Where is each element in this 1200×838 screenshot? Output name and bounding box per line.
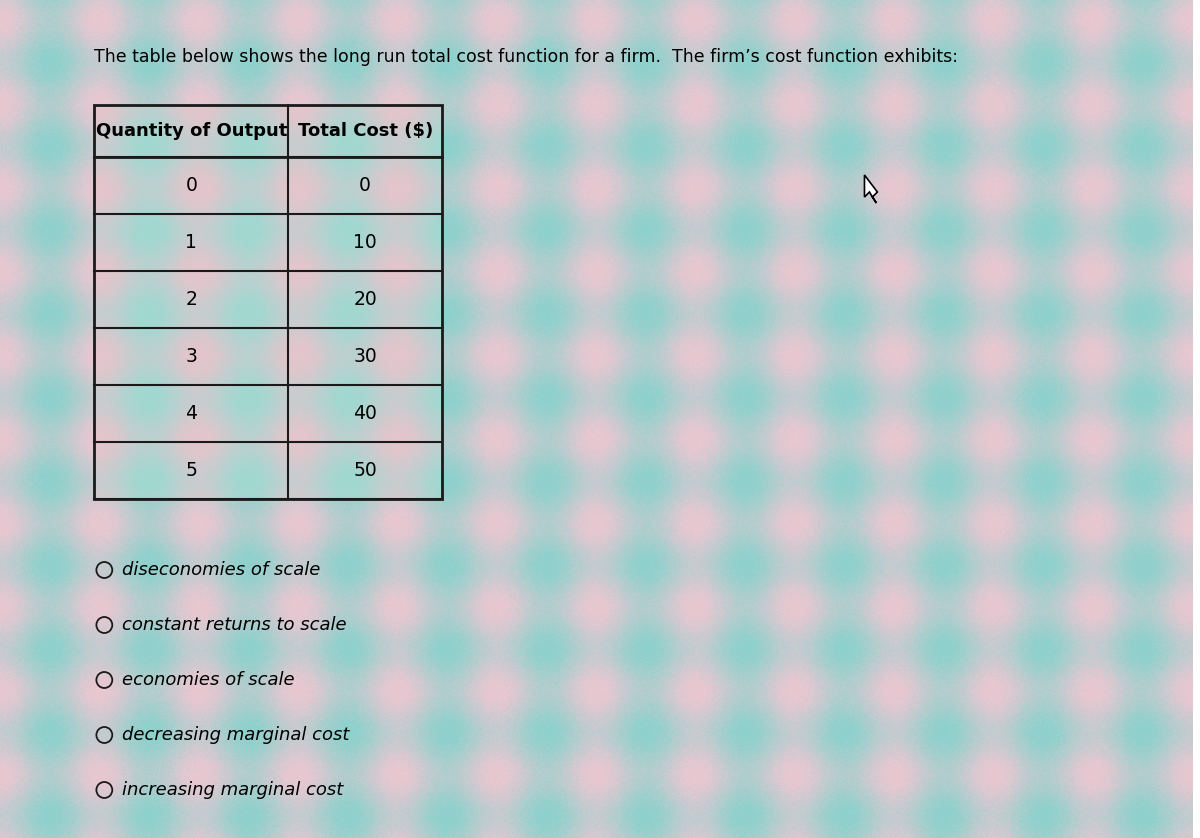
Text: 5: 5 — [185, 461, 197, 480]
Bar — [95, 105, 442, 499]
Text: 0: 0 — [359, 176, 371, 195]
Text: 3: 3 — [185, 347, 197, 366]
Text: Quantity of Output: Quantity of Output — [96, 122, 287, 140]
Text: decreasing marginal cost: decreasing marginal cost — [122, 726, 349, 744]
Polygon shape — [864, 175, 877, 203]
Text: 50: 50 — [353, 461, 377, 480]
Text: 40: 40 — [353, 404, 377, 423]
Text: 2: 2 — [185, 290, 197, 309]
Text: Total Cost ($): Total Cost ($) — [298, 122, 433, 140]
Text: 4: 4 — [185, 404, 197, 423]
Text: diseconomies of scale: diseconomies of scale — [122, 561, 320, 579]
Text: increasing marginal cost: increasing marginal cost — [122, 781, 343, 799]
Text: constant returns to scale: constant returns to scale — [122, 616, 347, 634]
Text: economies of scale: economies of scale — [122, 671, 295, 689]
Text: 10: 10 — [353, 233, 377, 252]
Text: 1: 1 — [185, 233, 197, 252]
Text: 20: 20 — [353, 290, 377, 309]
Text: 0: 0 — [185, 176, 197, 195]
Text: The table below shows the long run total cost function for a firm.  The firm’s c: The table below shows the long run total… — [95, 48, 959, 66]
Text: 30: 30 — [353, 347, 377, 366]
